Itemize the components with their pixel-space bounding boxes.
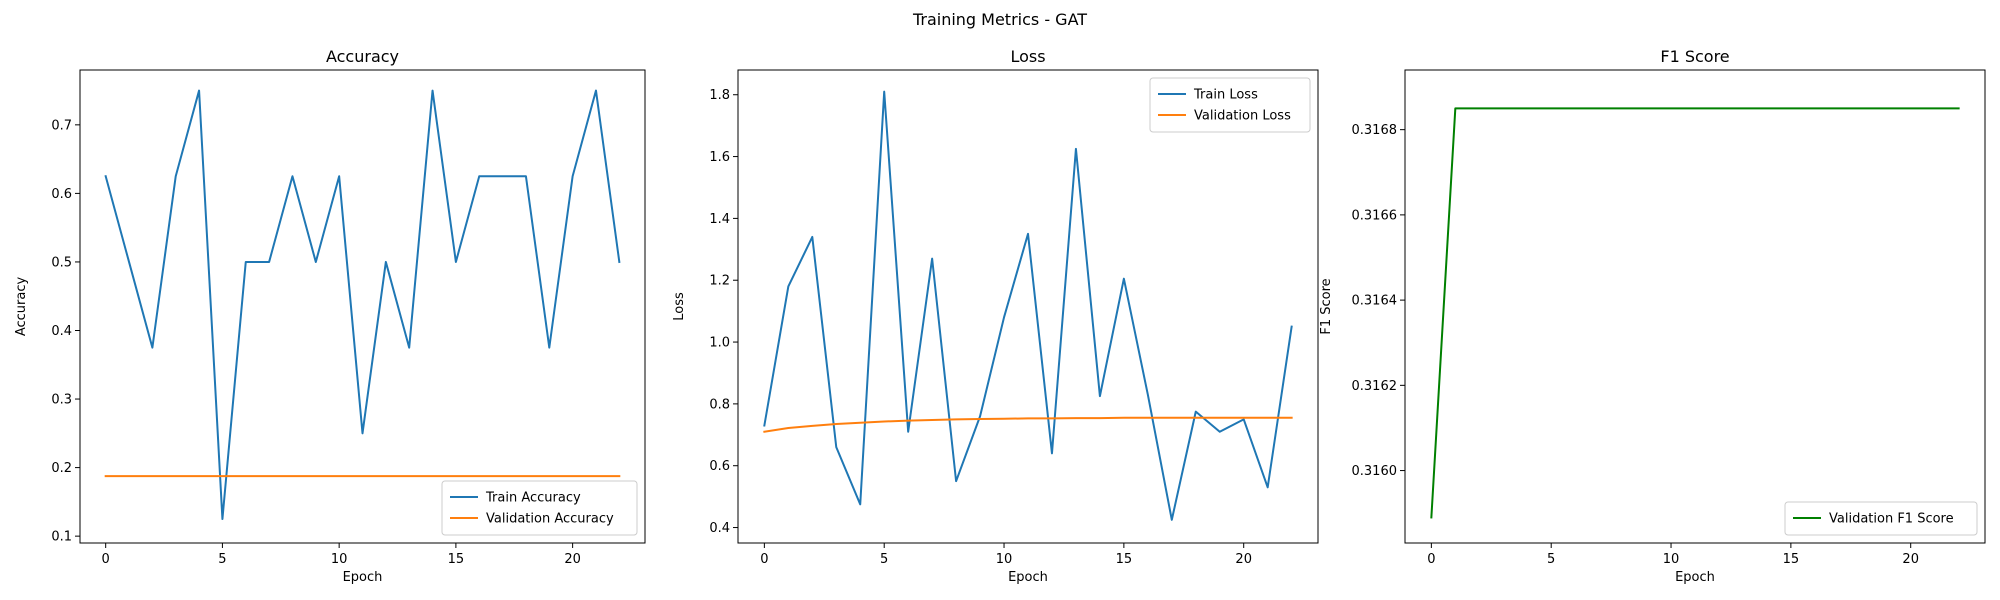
series-line-2 (763, 416, 1293, 433)
y-tick-label: 0.5 (51, 255, 72, 270)
y-tick-label: 0.1 (51, 530, 72, 545)
x-axis-label: Epoch (1008, 570, 1048, 585)
y-tick-label: 1.4 (709, 212, 730, 227)
legend-box (1784, 501, 1978, 536)
series-line-1 (104, 89, 621, 521)
figure-suptitle: Training Metrics - GAT (912, 10, 1087, 29)
y-tick-label: 1.2 (709, 274, 730, 289)
y-tick-label: 0.3166 (1352, 208, 1398, 223)
y-tick-label: 1.8 (709, 88, 730, 103)
legend-entry: Train Loss (1193, 88, 1258, 103)
legend: Validation F1 Score (1784, 501, 1978, 536)
legend-entry: Validation F1 Score (1829, 512, 1954, 527)
y-tick-label: 0.2 (51, 461, 72, 476)
x-tick-label: 15 (1783, 552, 1800, 567)
y-tick-label: 0.4 (709, 521, 730, 536)
legend-box (441, 480, 638, 536)
legend-entry: Validation Loss (1194, 109, 1291, 124)
plot-frame (1404, 69, 1986, 544)
x-tick-label: 5 (880, 552, 888, 567)
y-tick-label: 0.3162 (1352, 379, 1398, 394)
chart-title: Loss (1010, 47, 1045, 66)
legend-entry: Validation Accuracy (486, 512, 614, 527)
y-tick-label: 0.7 (51, 118, 72, 133)
x-tick-label: 10 (331, 552, 348, 567)
legend-entry: Train Accuracy (485, 491, 581, 506)
series-line-1 (1430, 107, 1960, 519)
y-tick-label: 0.8 (709, 397, 730, 412)
x-tick-label: 15 (1116, 552, 1133, 567)
series-line-1 (763, 90, 1293, 521)
y-tick-label: 0.3 (51, 393, 72, 408)
y-tick-label: 1.0 (709, 336, 730, 351)
x-tick-label: 5 (1547, 552, 1555, 567)
x-tick-label: 0 (102, 552, 110, 567)
x-tick-label: 10 (1663, 552, 1680, 567)
chart-title: Accuracy (326, 47, 399, 66)
y-tick-label: 0.6 (709, 459, 730, 474)
x-tick-label: 15 (448, 552, 465, 567)
x-tick-label: 0 (760, 552, 768, 567)
y-tick-label: 1.6 (709, 150, 730, 165)
y-axis-label: Accuracy (14, 277, 29, 337)
chart-panel-1: Accuracy 0 5 10 15 20 0.1 0.2 0.3 0.4 0.5 0.6 0.7 Epo… (14, 47, 646, 585)
x-axis-label: Epoch (1675, 570, 1715, 585)
x-tick-label: 5 (218, 552, 226, 567)
chart-title: F1 Score (1660, 47, 1729, 66)
y-axis-label: Loss (672, 292, 687, 321)
y-tick-label: 0.6 (51, 187, 72, 202)
plot-frame (79, 69, 646, 544)
y-tick-label: 0.4 (51, 324, 72, 339)
x-axis-label: Epoch (343, 570, 383, 585)
x-tick-label: 20 (1902, 552, 1919, 567)
y-tick-label: 0.3160 (1352, 464, 1398, 479)
chart-panel-2: Loss 0 5 10 15 20 0.4 0.6 0.8 1.0 1.2 1.4 1.6 1.8 Epoc… (672, 47, 1319, 585)
x-tick-label: 0 (1427, 552, 1435, 567)
plot-frame (737, 69, 1319, 544)
legend: Train Accuracy Validation Accuracy (441, 480, 638, 536)
x-tick-label: 10 (996, 552, 1013, 567)
x-tick-label: 20 (564, 552, 581, 567)
legend: Train Loss Validation Loss (1149, 77, 1311, 133)
chart-panel-3: F1 Score 0 5 10 15 20 0.3160 0.3162 0.3164 0.3166… (1319, 47, 1986, 585)
legend-box (1149, 77, 1311, 133)
y-tick-label: 0.3164 (1352, 294, 1398, 309)
y-tick-label: 0.3168 (1352, 123, 1398, 138)
y-axis-label: F1 Score (1319, 278, 1334, 334)
x-tick-label: 20 (1235, 552, 1252, 567)
